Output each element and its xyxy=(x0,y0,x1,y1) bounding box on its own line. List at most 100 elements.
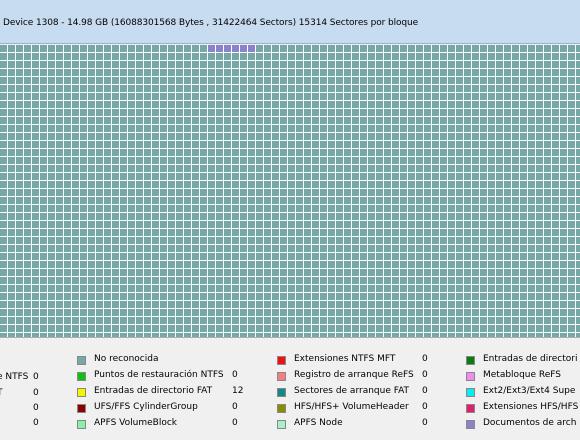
disk-block[interactable] xyxy=(352,141,359,148)
disk-block[interactable] xyxy=(232,45,239,52)
disk-block[interactable] xyxy=(40,165,47,172)
disk-block[interactable] xyxy=(464,269,471,276)
disk-block[interactable] xyxy=(568,245,575,252)
disk-block[interactable] xyxy=(112,141,119,148)
disk-block[interactable] xyxy=(200,45,207,52)
disk-block[interactable] xyxy=(288,229,295,236)
disk-block[interactable] xyxy=(336,333,343,337)
disk-block[interactable] xyxy=(120,125,127,132)
disk-block[interactable] xyxy=(304,53,311,60)
disk-block[interactable] xyxy=(344,253,351,260)
disk-block[interactable] xyxy=(16,285,23,292)
disk-block[interactable] xyxy=(152,205,159,212)
disk-block[interactable] xyxy=(440,101,447,108)
disk-block[interactable] xyxy=(344,333,351,337)
disk-block[interactable] xyxy=(272,125,279,132)
disk-block[interactable] xyxy=(456,253,463,260)
disk-block[interactable] xyxy=(360,333,367,337)
disk-block[interactable] xyxy=(208,69,215,76)
disk-block[interactable] xyxy=(104,165,111,172)
disk-block[interactable] xyxy=(256,125,263,132)
disk-block[interactable] xyxy=(48,205,55,212)
disk-block[interactable] xyxy=(32,157,39,164)
disk-block[interactable] xyxy=(200,133,207,140)
disk-block[interactable] xyxy=(536,245,543,252)
disk-block[interactable] xyxy=(496,325,503,332)
disk-block[interactable] xyxy=(296,45,303,52)
disk-block[interactable] xyxy=(160,189,167,196)
disk-block[interactable] xyxy=(544,125,551,132)
disk-block[interactable] xyxy=(312,117,319,124)
disk-block[interactable] xyxy=(280,269,287,276)
disk-block[interactable] xyxy=(344,85,351,92)
disk-block[interactable] xyxy=(176,117,183,124)
disk-block[interactable] xyxy=(56,253,63,260)
disk-block[interactable] xyxy=(56,53,63,60)
disk-block[interactable] xyxy=(160,213,167,220)
disk-block[interactable] xyxy=(56,317,63,324)
disk-block[interactable] xyxy=(528,189,535,196)
disk-block[interactable] xyxy=(480,173,487,180)
disk-block[interactable] xyxy=(312,245,319,252)
disk-block[interactable] xyxy=(176,101,183,108)
disk-block[interactable] xyxy=(152,45,159,52)
disk-block[interactable] xyxy=(552,189,559,196)
disk-block[interactable] xyxy=(248,309,255,316)
disk-block[interactable] xyxy=(376,157,383,164)
disk-block[interactable] xyxy=(312,309,319,316)
disk-block[interactable] xyxy=(32,221,39,228)
disk-block[interactable] xyxy=(248,261,255,268)
disk-block[interactable] xyxy=(464,213,471,220)
disk-block[interactable] xyxy=(352,237,359,244)
disk-block[interactable] xyxy=(376,77,383,84)
disk-block[interactable] xyxy=(480,93,487,100)
disk-block[interactable] xyxy=(280,277,287,284)
disk-block[interactable] xyxy=(368,69,375,76)
disk-block[interactable] xyxy=(208,125,215,132)
disk-block[interactable] xyxy=(496,125,503,132)
disk-block[interactable] xyxy=(40,85,47,92)
disk-block[interactable] xyxy=(424,93,431,100)
disk-block[interactable] xyxy=(576,101,580,108)
disk-block[interactable] xyxy=(136,165,143,172)
disk-block[interactable] xyxy=(224,205,231,212)
disk-block[interactable] xyxy=(40,77,47,84)
disk-block[interactable] xyxy=(280,197,287,204)
disk-block[interactable] xyxy=(104,333,111,337)
disk-block[interactable] xyxy=(216,301,223,308)
disk-block[interactable] xyxy=(48,45,55,52)
disk-block[interactable] xyxy=(32,269,39,276)
disk-block[interactable] xyxy=(208,253,215,260)
disk-block[interactable] xyxy=(184,333,191,337)
disk-block[interactable] xyxy=(360,325,367,332)
disk-block[interactable] xyxy=(352,93,359,100)
disk-block[interactable] xyxy=(296,277,303,284)
disk-block[interactable] xyxy=(200,61,207,68)
disk-block[interactable] xyxy=(520,205,527,212)
disk-block[interactable] xyxy=(472,317,479,324)
disk-block[interactable] xyxy=(152,125,159,132)
disk-block[interactable] xyxy=(32,53,39,60)
disk-block[interactable] xyxy=(480,69,487,76)
disk-block[interactable] xyxy=(568,85,575,92)
disk-block[interactable] xyxy=(328,101,335,108)
disk-block[interactable] xyxy=(528,53,535,60)
disk-block[interactable] xyxy=(312,101,319,108)
disk-block[interactable] xyxy=(216,309,223,316)
disk-block[interactable] xyxy=(152,333,159,337)
disk-block[interactable] xyxy=(360,221,367,228)
disk-block[interactable] xyxy=(512,53,519,60)
disk-block[interactable] xyxy=(552,53,559,60)
disk-block[interactable] xyxy=(464,61,471,68)
disk-block[interactable] xyxy=(80,45,87,52)
disk-block[interactable] xyxy=(184,317,191,324)
disk-block[interactable] xyxy=(224,93,231,100)
disk-block[interactable] xyxy=(176,205,183,212)
disk-block[interactable] xyxy=(16,269,23,276)
disk-block[interactable] xyxy=(376,245,383,252)
disk-block[interactable] xyxy=(328,53,335,60)
disk-block[interactable] xyxy=(320,125,327,132)
disk-block[interactable] xyxy=(192,293,199,300)
disk-block[interactable] xyxy=(576,229,580,236)
disk-block[interactable] xyxy=(456,205,463,212)
